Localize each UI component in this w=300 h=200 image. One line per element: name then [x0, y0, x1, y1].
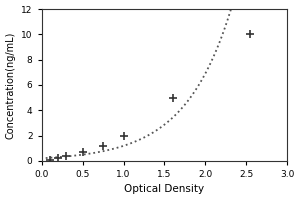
X-axis label: Optical Density: Optical Density	[124, 184, 205, 194]
Y-axis label: Concentration(ng/mL): Concentration(ng/mL)	[6, 31, 16, 139]
